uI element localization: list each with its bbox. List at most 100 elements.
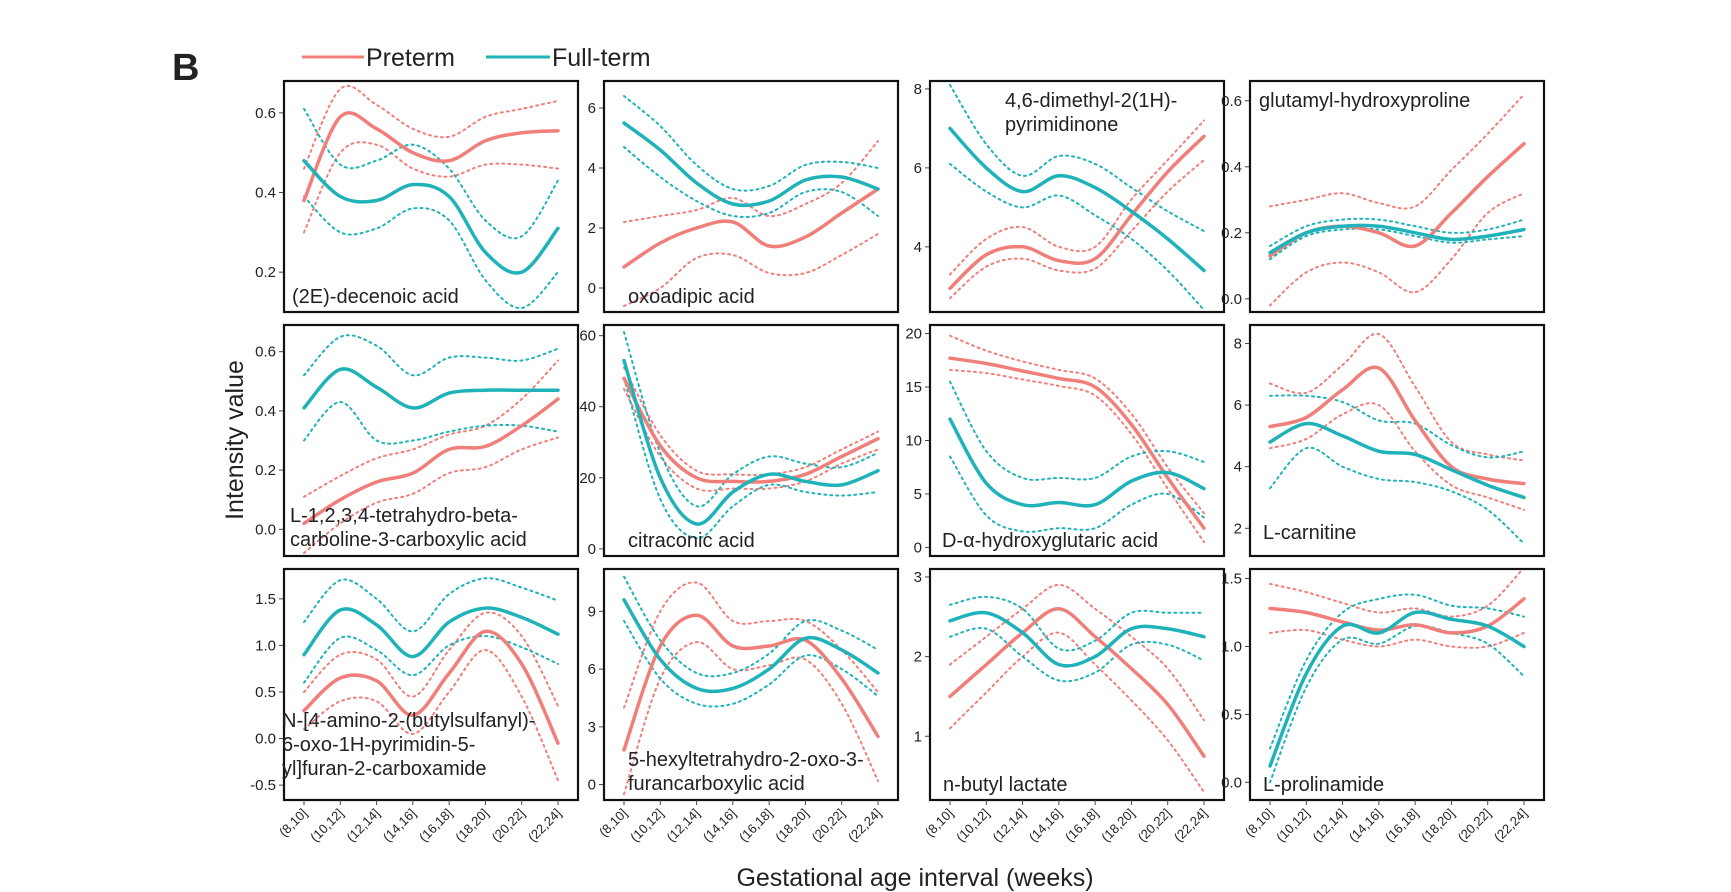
y-tick-label: -0.5 (250, 777, 276, 794)
preterm-line (948, 356, 1206, 530)
x-tick-label: (8,10] (596, 806, 630, 840)
x-tick-label: (16,18] (736, 806, 775, 845)
y-tick-label: 0.6 (1221, 93, 1242, 110)
panel-series (948, 583, 1206, 793)
y-tick-label: 0.4 (255, 185, 276, 202)
y-tick-label: 0.2 (255, 264, 276, 281)
x-tick-label: (22,24] (1171, 806, 1210, 845)
fullterm-ci-line (949, 455, 1205, 533)
fullterm-ci-line (303, 635, 559, 684)
fullterm-ci-line (303, 577, 559, 633)
fullterm-line (948, 610, 1206, 668)
y-tick-label: 0.0 (255, 731, 276, 748)
x-tick-label: (12,14] (989, 806, 1028, 845)
panel-series (948, 334, 1206, 544)
y-tick-label: 3 (914, 569, 922, 586)
metabolite-label: citraconic acid (628, 530, 755, 552)
y-tick-label: 20 (579, 470, 596, 487)
preterm-ci-line (303, 611, 559, 707)
panel: 0 3 6 9 5-hexyltetrahydro-2-oxo-3-furancarbo… (588, 567, 900, 802)
metabolite-label: pyrimidinone (1005, 114, 1118, 136)
fullterm-line (1268, 421, 1526, 500)
preterm-ci-line (303, 648, 559, 782)
x-tick-label: (22,24] (525, 806, 564, 845)
y-tick-label: 9 (588, 603, 596, 620)
y-tick-label: 0.5 (1221, 706, 1242, 723)
preterm-ci-line (303, 436, 559, 554)
fullterm-ci-line (623, 331, 879, 508)
panel-series (302, 334, 560, 554)
y-tick-label: 10 (905, 433, 922, 450)
x-tick-label: (18,20] (1418, 806, 1457, 845)
fullterm-ci-line (1269, 394, 1525, 459)
panel-frame (602, 567, 900, 802)
x-tick-label: (18,20] (1098, 806, 1137, 845)
fullterm-line (948, 417, 1206, 508)
panel: 0.0 0.5 1.0 1.5 L-prolinamide (1221, 567, 1546, 802)
metabolite-label: glutamyl-hydroxyproline (1259, 90, 1470, 112)
metabolite-label: 4,6-dimethyl-2(1H)- (1005, 90, 1177, 112)
fullterm-line (1268, 610, 1526, 768)
y-tick-label: 1.5 (255, 591, 276, 608)
panel-series (622, 95, 880, 307)
y-tick-label: 2 (588, 220, 596, 237)
fullterm-ci-line (303, 107, 559, 240)
panel-series (302, 85, 560, 310)
preterm-line (1268, 597, 1526, 635)
x-tick-label: (14,16] (1026, 806, 1065, 845)
preterm-ci-line (623, 388, 879, 492)
fullterm-line (622, 358, 880, 526)
panel-series (622, 575, 880, 796)
panel-frame (602, 323, 900, 558)
fullterm-ci-line (303, 400, 559, 445)
fullterm-line (948, 126, 1206, 273)
fullterm-ci-line (1269, 446, 1525, 545)
y-tick-label: 0.0 (255, 521, 276, 538)
y-tick-label: 0 (588, 777, 596, 794)
fullterm-ci-line (949, 595, 1205, 652)
metabolite-label: n-butyl lactate (943, 774, 1068, 796)
fullterm-ci-line (949, 380, 1205, 481)
fullterm-ci-line (949, 83, 1205, 233)
panel: 2 4 6 8 L-carnitine (1234, 323, 1546, 558)
fullterm-ci-line (949, 162, 1205, 311)
x-tick-label: (16,18] (1062, 806, 1101, 845)
panel: 0 20 40 60 citraconic acid (579, 323, 900, 558)
metabolite-label: oxoadipic acid (628, 286, 755, 308)
y-tick-label: 1.0 (1221, 638, 1242, 655)
y-tick-label: 2 (1234, 520, 1242, 537)
x-tick-label: (12,14] (343, 806, 382, 845)
legend: Preterm Full-term (302, 44, 651, 72)
preterm-line (622, 187, 880, 269)
x-tick-labels: (8,10](10,12](12,14](14,16](16,18](18,20… (276, 800, 1530, 845)
x-tick-label: (10,12] (953, 806, 992, 845)
fullterm-line (1268, 223, 1526, 255)
fullterm-line (302, 606, 560, 659)
y-tick-label: 6 (588, 100, 596, 117)
fullterm-line (302, 367, 560, 410)
fullterm-ci-line (1269, 227, 1525, 261)
fullterm-ci-line (1269, 217, 1525, 247)
preterm-line (302, 111, 560, 203)
y-tick-label: 20 (905, 326, 922, 343)
fullterm-ci-line (1269, 624, 1525, 784)
fullterm-ci-line (303, 195, 559, 310)
y-tick-label: 40 (579, 399, 596, 416)
panel-frame (928, 323, 1226, 558)
y-tick-label: 4 (914, 239, 922, 256)
metabolite-label: N-[4-amino-2-(butylsulfanyl)- (282, 710, 535, 732)
x-tick-label: (22,24] (1491, 806, 1530, 845)
preterm-ci-line (303, 141, 559, 234)
fullterm-line (622, 598, 880, 694)
preterm-ci-line (1269, 192, 1525, 307)
chart-panels: 0.2 0.4 0.6 (2E)-decenoic acid 0 2 4 6 oxoadipic… (250, 79, 1546, 802)
preterm-ci-line (1269, 569, 1525, 618)
preterm-line (302, 397, 560, 526)
preterm-ci-line (623, 581, 879, 709)
y-tick-label: 1 (914, 728, 922, 745)
metabolite-label: L-1,2,3,4-tetrahydro-beta- (290, 505, 518, 527)
preterm-line (948, 607, 1206, 758)
x-axis-title: Gestational age interval (weeks) (736, 864, 1093, 892)
y-tick-label: 1.0 (255, 637, 276, 654)
fullterm-ci-line (623, 575, 879, 678)
